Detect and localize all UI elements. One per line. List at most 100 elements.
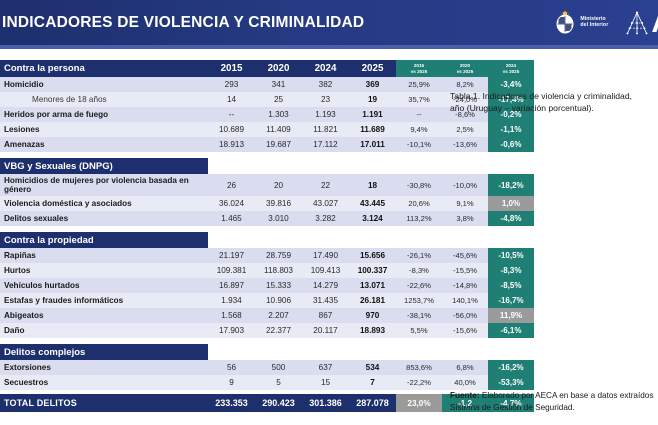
cell-2020: 118.803 — [255, 263, 302, 278]
source-line1: Fuente: Elaborado por AECA en base a dat… — [450, 390, 658, 402]
ministerio-line1: Ministerio — [580, 16, 606, 23]
source-note: Fuente: Elaborado por AECA en base a dat… — [450, 390, 658, 414]
row-label: Homicidios de mujeres por violencia basa… — [0, 174, 208, 196]
section-title-contra-la-persona: Contra la persona — [0, 60, 208, 77]
aeca-network-icon — [626, 10, 648, 34]
table-row: Vehículos hurtados 16.897 15.333 14.279 … — [0, 278, 534, 293]
cell-2024: 23 — [302, 92, 349, 107]
table-row: Homicidio 293 341 382 369 25,9% 8,2% -3,… — [0, 77, 534, 92]
cell-2015: 109.381 — [208, 263, 255, 278]
page-title: INDICADORES DE VIOLENCIA Y CRIMINALIDAD — [2, 13, 365, 31]
indicators-table: Contra la persona 2015 2020 2024 2025 20… — [0, 60, 534, 412]
cell-2020-vs-2025: 6,8% — [442, 360, 488, 375]
row-label: Heridos por arma de fuego — [0, 107, 208, 122]
cell-2020: 1.303 — [255, 107, 302, 122]
cell-2024: 17.112 — [302, 137, 349, 152]
cell-2024-vs-2025: -10,5% — [488, 248, 534, 263]
cell-2024-vs-2025: -4,8% — [488, 211, 534, 226]
cell-2020: 25 — [255, 92, 302, 107]
cell-2025: 19 — [349, 92, 396, 107]
cell-2025: 1.191 — [349, 107, 396, 122]
banner-underline — [0, 45, 658, 49]
cell-2024-vs-2025: -17,4% — [488, 92, 534, 107]
cell-2020-vs-2025: 140,1% — [442, 293, 488, 308]
cell-2020-vs-2025: 40,0% — [442, 375, 488, 390]
cell-2015-vs-2025: 9,4% — [396, 122, 442, 137]
section-header-filler — [208, 232, 534, 248]
cell-2025: 3.124 — [349, 211, 396, 226]
cell-2025: 17.011 — [349, 137, 396, 152]
column-header-2020: 2020 — [255, 60, 302, 77]
cell-2024: 1.193 — [302, 107, 349, 122]
cell-2020: 39.816 — [255, 196, 302, 211]
cell-2024-vs-2025: -18,2% — [488, 174, 534, 196]
table-row: Hurtos 109.381 118.803 109.413 100.337 -… — [0, 263, 534, 278]
cell-2024-vs-2025: -0,6% — [488, 137, 534, 152]
cell-2025: 369 — [349, 77, 396, 92]
cell-2024: 31.435 — [302, 293, 349, 308]
row-label: Daño — [0, 323, 208, 338]
cell-2015: 16.897 — [208, 278, 255, 293]
section-header-filler — [208, 158, 534, 174]
section-spacer — [0, 338, 534, 344]
cell-2020-vs-2025: -8,6% — [442, 107, 488, 122]
cell-2015: 26 — [208, 174, 255, 196]
table-row: Extorsiones 56 500 637 534 853,6% 6,8% -… — [0, 360, 534, 375]
cell-2015-vs-2025: 35,7% — [396, 92, 442, 107]
cell-2024-vs-2025: -3,4% — [488, 77, 534, 92]
row-label: Secuestros — [0, 375, 208, 390]
cell-2024: 3.282 — [302, 211, 349, 226]
cell-2015: 21.197 — [208, 248, 255, 263]
cell-2020-vs-2025: 9,1% — [442, 196, 488, 211]
cell-2024-vs-2025: -0,2% — [488, 107, 534, 122]
cell-2015-vs-2025: -22,2% — [396, 375, 442, 390]
cell-2020: 5 — [255, 375, 302, 390]
column-header-2025: 2025 — [349, 60, 396, 77]
row-label: Abigeatos — [0, 308, 208, 323]
total-cell-2020-vs-2025: -1,2 — [442, 394, 488, 412]
cell-2015: 56 — [208, 360, 255, 375]
cell-2025: 15.656 — [349, 248, 396, 263]
cell-2025: 18.893 — [349, 323, 396, 338]
row-label: Extorsiones — [0, 360, 208, 375]
indicators-table-container: Contra la persona 2015 2020 2024 2025 20… — [0, 60, 534, 412]
cell-2024-vs-2025: -1,1% — [488, 122, 534, 137]
cell-2024-vs-2025: -53,3% — [488, 375, 534, 390]
cell-2024-vs-2025: -16,2% — [488, 360, 534, 375]
row-label: Estafas y fraudes informáticos — [0, 293, 208, 308]
cell-2015: 18.913 — [208, 137, 255, 152]
cell-2024-vs-2025: -16,7% — [488, 293, 534, 308]
cmp3-line1: 2024 — [505, 63, 517, 69]
cell-2024-vs-2025: 11,9% — [488, 308, 534, 323]
cell-2015: 14 — [208, 92, 255, 107]
ministerio-del-interior-logo: Ministerio del Interior — [554, 10, 608, 35]
table-row: Estafas y fraudes informáticos 1.934 10.… — [0, 293, 534, 308]
caption-line1: Tabla 1. Indicadores de violencia y crim… — [450, 91, 632, 101]
cmp2-line1: 2020 — [459, 63, 471, 69]
cell-2015-vs-2025: -26,1% — [396, 248, 442, 263]
cell-2025: 43.445 — [349, 196, 396, 211]
cell-2020: 19.687 — [255, 137, 302, 152]
cell-2015: 17.903 — [208, 323, 255, 338]
section-spacer — [0, 226, 534, 232]
cell-2024: 43.027 — [302, 196, 349, 211]
cell-2015-vs-2025: 853,6% — [396, 360, 442, 375]
cell-2015-vs-2025: 5,5% — [396, 323, 442, 338]
table-row: Menores de 18 años 14 25 23 19 35,7% -24… — [0, 92, 534, 107]
cell-2015: 9 — [208, 375, 255, 390]
cell-2015-vs-2025: -22,6% — [396, 278, 442, 293]
cmp1-line1: 2015 — [413, 63, 425, 69]
row-label: Homicidio — [0, 77, 208, 92]
total-cell-2024: 301.386 — [302, 394, 349, 412]
total-row: TOTAL DELITOS 233.353 290.423 301.386 28… — [0, 394, 534, 412]
cell-2024: 382 — [302, 77, 349, 92]
cell-2024: 637 — [302, 360, 349, 375]
cell-2015-vs-2025: 1253,7% — [396, 293, 442, 308]
row-label: Violencia doméstica y asociados — [0, 196, 208, 211]
header-logos: Ministerio del Interior — [554, 0, 658, 45]
cell-2020: 15.333 — [255, 278, 302, 293]
cell-2024: 20.117 — [302, 323, 349, 338]
table-row: Homicidios de mujeres por violencia basa… — [0, 174, 534, 196]
table-row: Delitos sexuales 1.465 3.010 3.282 3.124… — [0, 211, 534, 226]
section-title-contra-la-propiedad: Contra la propiedad — [0, 232, 208, 248]
